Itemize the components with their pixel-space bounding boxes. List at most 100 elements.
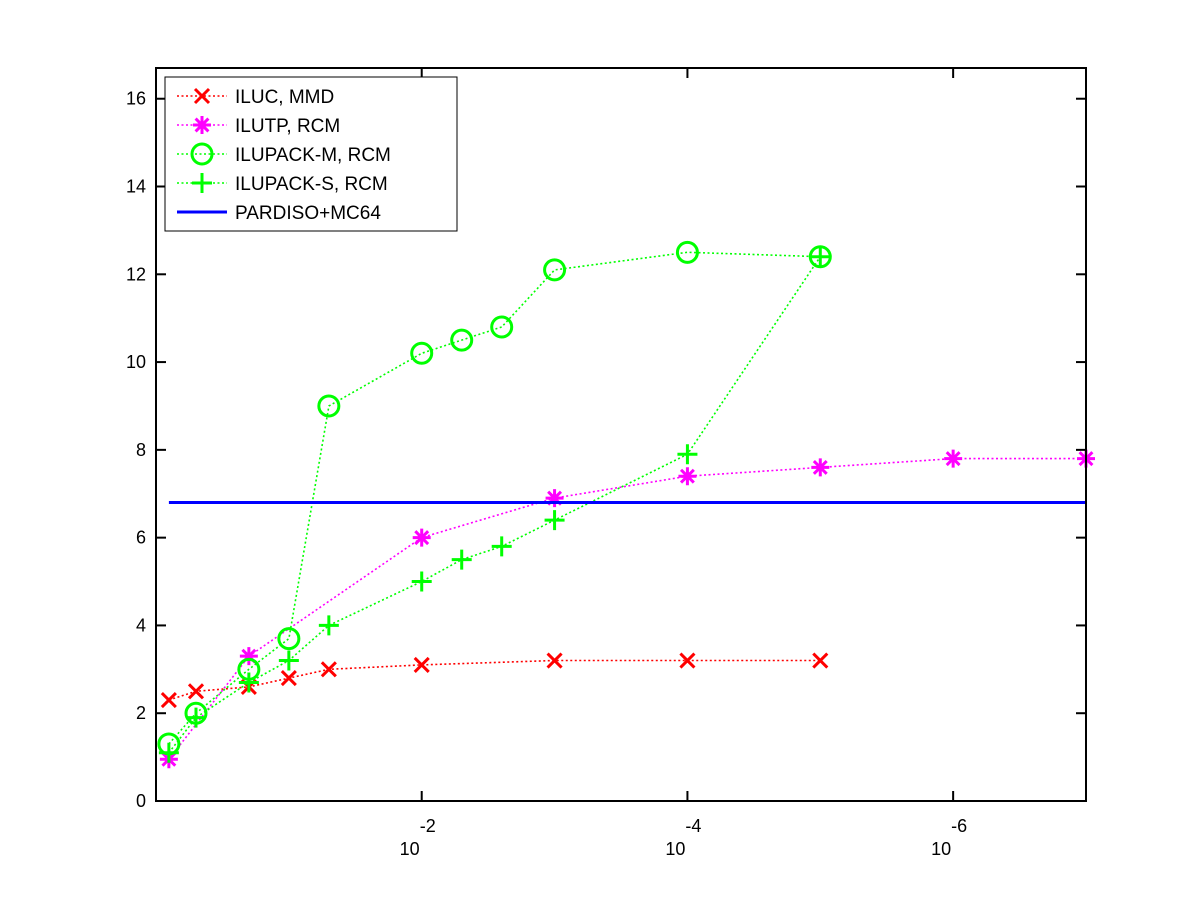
y-tick-label-7: 14: [126, 177, 146, 197]
y-tick-label-6: 12: [126, 264, 146, 284]
x-tick-label-base-0: 10: [400, 839, 420, 859]
data-point-0-4-stroke: [320, 661, 337, 678]
data-point-3-3: [278, 650, 299, 671]
data-point-3-7: [491, 536, 512, 557]
data-point-0-6: [546, 652, 563, 669]
legend-marker-1: [193, 116, 211, 134]
x-tick-label-exp-1: -4: [685, 816, 701, 836]
legend-label-4: PARDISO+MC64: [235, 203, 381, 224]
data-point-2-5: [410, 341, 434, 365]
data-point-1-5-stroke: [811, 458, 830, 477]
data-point-2-5-stroke: [410, 341, 434, 365]
legend-entry-3: ILUPACK-S, RCM: [177, 173, 388, 195]
data-point-3-6: [451, 549, 472, 570]
data-point-3-6-stroke: [451, 549, 472, 570]
legend-entry-0: ILUC, MMD: [177, 87, 334, 108]
data-point-0-4: [320, 661, 337, 678]
y-tick-label-8: 16: [126, 89, 146, 109]
data-point-0-3: [280, 670, 297, 687]
legend-entry-4: PARDISO+MC64: [177, 203, 381, 224]
data-point-0-3-stroke: [280, 670, 297, 687]
legend-label-2: ILUPACK-M, RCM: [235, 145, 391, 166]
y-tick-label-2: 4: [136, 615, 146, 635]
series-3: [158, 246, 831, 763]
y-tick-label-3: 6: [136, 528, 146, 548]
data-point-0-5-stroke: [413, 656, 430, 673]
data-point-2-3: [277, 627, 301, 651]
data-point-0-1: [187, 683, 205, 700]
legend-marker-3: [192, 173, 212, 193]
data-point-1-2: [412, 528, 431, 547]
legend-marker-3-stroke: [192, 173, 212, 193]
data-point-3-10: [810, 246, 831, 267]
data-point-2-8-stroke: [543, 258, 567, 282]
x-tick-label-base-1: 10: [665, 839, 685, 859]
data-point-1-6: [944, 449, 963, 468]
data-point-3-5-stroke: [411, 571, 432, 592]
y-tick-label-4: 8: [136, 440, 146, 460]
data-point-3-8: [544, 510, 565, 531]
data-point-1-4: [678, 467, 697, 486]
legend: ILUC, MMD ILUTP, RCM ILUPACK-M, RCM ILUPACK…: [164, 76, 458, 232]
data-point-3-3-stroke: [278, 650, 299, 671]
data-point-3-1-stroke: [185, 707, 206, 728]
data-point-1-5: [811, 458, 830, 477]
axes-frame: [155, 67, 1087, 802]
data-point-2-9: [675, 240, 699, 264]
data-point-2-4: [317, 394, 341, 418]
data-point-0-5: [413, 656, 430, 673]
data-point-2-7-stroke: [490, 315, 514, 339]
data-point-1-3: [545, 489, 564, 508]
data-point-3-8-stroke: [544, 510, 565, 531]
data-point-0-8-stroke: [812, 652, 829, 669]
legend-entry-1: ILUTP, RCM: [177, 116, 340, 137]
legend-label-0: ILUC, MMD: [235, 87, 334, 108]
data-point-0-7: [679, 652, 696, 669]
data-point-2-6-stroke: [450, 328, 474, 352]
y-tick-label-1: 2: [136, 703, 146, 723]
legend-label-3: ILUPACK-S, RCM: [235, 174, 388, 195]
data-point-1-3-stroke: [545, 489, 564, 508]
series-line-3: [168, 256, 821, 754]
data-point-3-0-stroke: [158, 742, 179, 763]
y-tick-label-0: 0: [136, 791, 146, 811]
x-tick-label-base-2: 10: [931, 839, 951, 859]
y-tick-label-5: 10: [126, 352, 146, 372]
data-point-2-3-stroke: [277, 627, 301, 651]
data-point-3-2-stroke: [238, 672, 259, 693]
data-point-3-2: [238, 672, 259, 693]
legend-marker-2: [190, 142, 214, 166]
legend-marker-2-stroke: [190, 142, 214, 166]
data-point-1-2-stroke: [412, 528, 431, 547]
data-point-1-6-stroke: [944, 449, 963, 468]
series-line-1: [168, 457, 1086, 760]
data-point-2-7: [490, 315, 514, 339]
data-point-3-4-stroke: [318, 615, 339, 636]
data-point-0-1-stroke: [187, 683, 205, 700]
legend-marker-0-stroke: [193, 87, 211, 105]
legend-label-1: ILUTP, RCM: [235, 116, 340, 137]
data-point-3-7-stroke: [491, 536, 512, 557]
data-point-3-0: [158, 742, 179, 763]
data-point-1-1-stroke: [239, 647, 258, 666]
data-point-3-4: [318, 615, 339, 636]
data-point-2-9-stroke: [675, 240, 699, 264]
data-point-3-5: [411, 571, 432, 592]
data-point-0-7-stroke: [679, 652, 696, 669]
series-layer: [157, 240, 1095, 769]
legend-marker-0: [193, 87, 211, 105]
data-point-2-4-stroke: [317, 394, 341, 418]
legend-marker-1-stroke: [193, 116, 211, 134]
data-point-2-6: [450, 328, 474, 352]
data-point-0-8: [812, 652, 829, 669]
data-point-0-6-stroke: [546, 652, 563, 669]
data-point-3-9: [677, 444, 698, 465]
data-point-3-10-stroke: [810, 246, 831, 267]
data-point-1-1: [239, 647, 258, 666]
x-tick-label-exp-2: -6: [951, 816, 967, 836]
data-point-1-4-stroke: [678, 467, 697, 486]
data-point-3-1: [185, 707, 206, 728]
data-point-0-0-stroke: [160, 691, 177, 709]
